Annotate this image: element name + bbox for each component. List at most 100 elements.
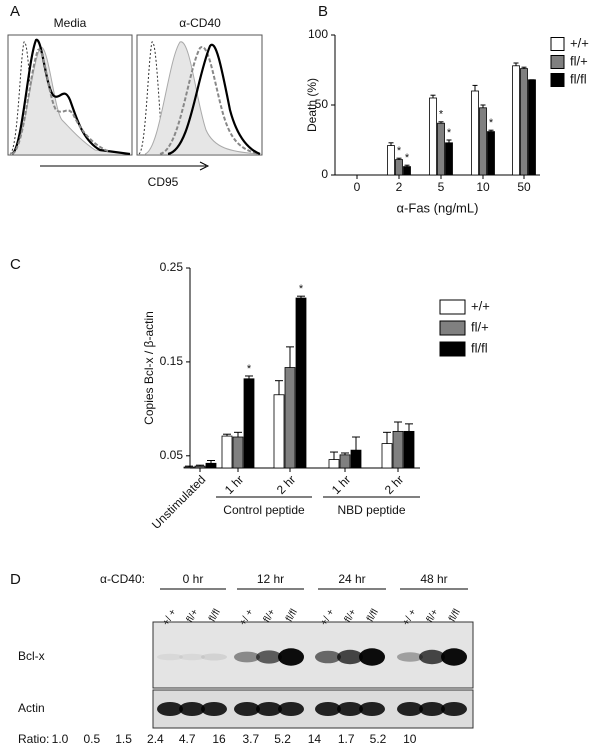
bar <box>392 430 404 469</box>
ratio-value: 5.2 <box>370 732 387 746</box>
histogram-panel <box>7 34 263 171</box>
band <box>397 702 423 716</box>
bar <box>295 297 307 469</box>
bar <box>429 97 437 176</box>
ratio-value: 10 <box>403 732 417 746</box>
band <box>256 702 282 716</box>
legend-swatch <box>550 73 565 87</box>
bar <box>395 159 403 176</box>
significance-mark: * <box>397 145 402 157</box>
bar <box>445 142 453 176</box>
panel-title: α-CD40 <box>179 16 221 30</box>
ratio-value: 0.5 <box>83 732 100 746</box>
bar <box>479 107 487 176</box>
group-label: Control peptide <box>223 503 305 517</box>
band <box>157 702 183 716</box>
panel-label: D <box>10 571 21 588</box>
bar <box>437 122 445 176</box>
ratio-value: 2.4 <box>147 732 164 746</box>
time-label: 24 hr <box>338 572 365 586</box>
band <box>234 651 260 663</box>
x-tick-label: 2 <box>396 180 403 194</box>
band <box>397 652 423 662</box>
legend-label: fl/+ <box>471 319 489 334</box>
band <box>419 702 445 716</box>
y-axis-label: Death (%) <box>305 78 319 132</box>
bar <box>183 466 195 469</box>
row-label: Bcl-x <box>18 649 45 663</box>
panel-title: Media <box>54 16 87 30</box>
band <box>157 653 183 661</box>
legend-label: +/+ <box>570 35 589 50</box>
ratio-value: 1.0 <box>52 732 69 746</box>
x-tick-label: 1 hr <box>222 472 247 497</box>
ratio-value: 1.5 <box>115 732 132 746</box>
band <box>337 649 363 665</box>
ratio-value: 14 <box>308 732 322 746</box>
y-tick-label: 0 <box>321 167 328 181</box>
significance-mark: * <box>489 117 494 129</box>
band <box>315 650 341 664</box>
bar <box>403 430 415 469</box>
significance-mark: * <box>447 127 452 139</box>
x-tick-label: 50 <box>517 180 531 194</box>
bar <box>273 394 285 469</box>
bar <box>487 131 495 176</box>
bar <box>205 462 217 469</box>
band <box>315 702 341 716</box>
band <box>234 702 260 716</box>
lane-label: fl/fl <box>284 607 300 624</box>
bar <box>471 90 479 176</box>
band <box>337 702 363 716</box>
axis-label: CD95 <box>148 175 179 189</box>
treatment-label: α-CD40: <box>100 572 145 586</box>
y-tick-label: 0.25 <box>160 260 184 274</box>
panel-label: C <box>10 256 21 273</box>
bar <box>328 459 340 469</box>
y-axis-label: Copies Bcl-x / β-actin <box>142 311 156 425</box>
time-label: 48 hr <box>420 572 447 586</box>
bar <box>512 65 520 176</box>
x-tick-label: Unstimulated <box>149 472 208 531</box>
panel-label: A <box>10 3 20 20</box>
legend-swatch <box>439 341 466 357</box>
y-tick-label: 0.15 <box>160 354 184 368</box>
panel-label: B <box>318 3 328 20</box>
y-tick-label: 0.05 <box>160 448 184 462</box>
legend-label: fl/fl <box>471 340 488 355</box>
row-label: Actin <box>18 701 45 715</box>
band <box>201 653 227 661</box>
ratio-value: 5.2 <box>274 732 291 746</box>
band <box>359 702 385 716</box>
ratio-label: Ratio: <box>18 732 49 746</box>
y-tick-label: 100 <box>308 27 328 41</box>
x-tick-label: 1 hr <box>329 472 354 497</box>
lane-label: fl/fl <box>365 607 381 624</box>
legend-label: +/+ <box>471 298 490 313</box>
band <box>359 648 385 666</box>
ratio-value: 1.7 <box>338 732 355 746</box>
significance-mark: * <box>439 109 444 121</box>
time-label: 12 hr <box>257 572 284 586</box>
lane-label: fl/fl <box>207 607 223 624</box>
bar <box>381 443 393 469</box>
band <box>179 702 205 716</box>
bar <box>387 145 395 176</box>
x-tick-label: 2 hr <box>382 472 407 497</box>
bar <box>243 378 255 469</box>
band <box>256 650 282 664</box>
bar <box>520 68 528 176</box>
bar <box>221 435 233 469</box>
x-tick-label: 2 hr <box>274 472 299 497</box>
band <box>441 648 467 666</box>
ratio-value: 4.7 <box>179 732 196 746</box>
band <box>179 653 205 661</box>
legend-swatch <box>550 55 565 69</box>
legend-swatch <box>439 320 466 336</box>
legend-swatch <box>439 299 466 315</box>
band <box>441 702 467 716</box>
bar <box>284 367 296 469</box>
bar <box>339 454 351 469</box>
